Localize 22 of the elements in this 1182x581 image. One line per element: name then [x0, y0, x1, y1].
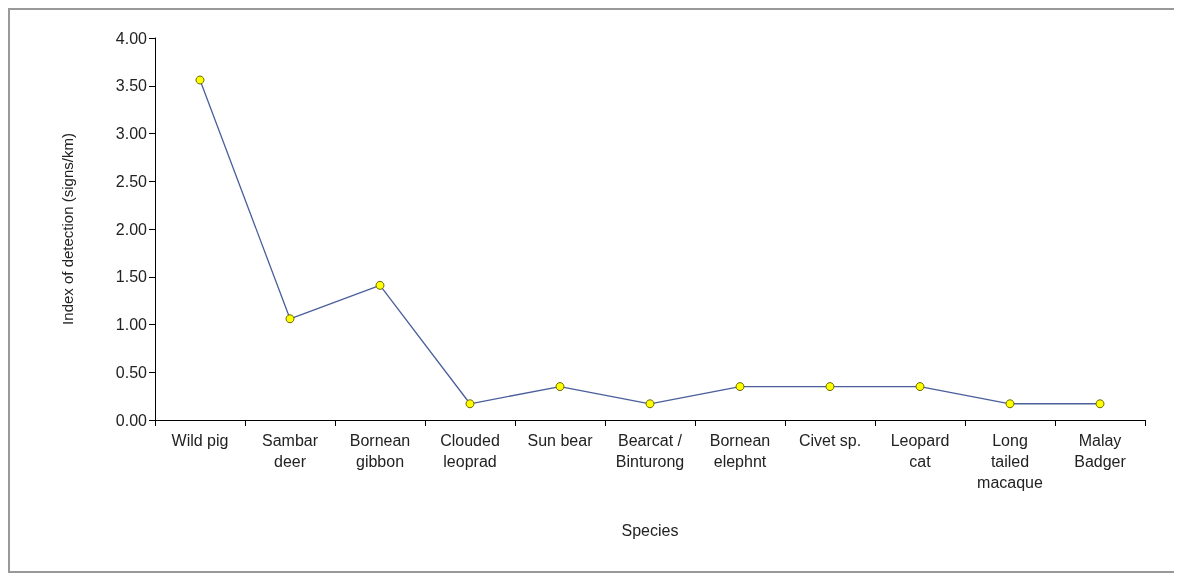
x-tick-label: Bornean gibbon: [349, 432, 411, 470]
y-tick-label: 2.50: [115, 172, 148, 190]
y-axis-title: Index of detection (signs/km): [59, 133, 76, 325]
y-tick-label: 1.50: [115, 268, 148, 286]
x-tick-label: Clouded leoprad: [440, 432, 500, 470]
y-tick-label: 4.00: [115, 29, 148, 47]
x-axis-title: Species: [621, 521, 679, 539]
y-tick-label: 1.00: [115, 316, 148, 333]
y-tick-label: 3.00: [115, 125, 148, 142]
y-tick-label: 2.00: [115, 220, 148, 238]
x-tick-label: Leopard cat: [890, 432, 950, 470]
x-tick-label: Bearcat / Binturong: [615, 432, 685, 470]
x-tick-label: Long tailed macaque: [977, 432, 1044, 491]
y-tick-label: 3.50: [115, 77, 148, 95]
y-tick-label: 0.00: [115, 411, 148, 429]
x-tick-label: Wild pig: [171, 432, 229, 449]
x-tick-label: Civet sp.: [798, 432, 862, 449]
y-tick-label: 0.50: [115, 363, 148, 381]
x-tick-label: Sun bear: [527, 432, 594, 449]
x-tick-label: Malay Badger: [1074, 432, 1127, 470]
x-tick-label: Sambar deer: [261, 432, 319, 470]
x-tick-label: Bornean elephnt: [709, 432, 771, 470]
